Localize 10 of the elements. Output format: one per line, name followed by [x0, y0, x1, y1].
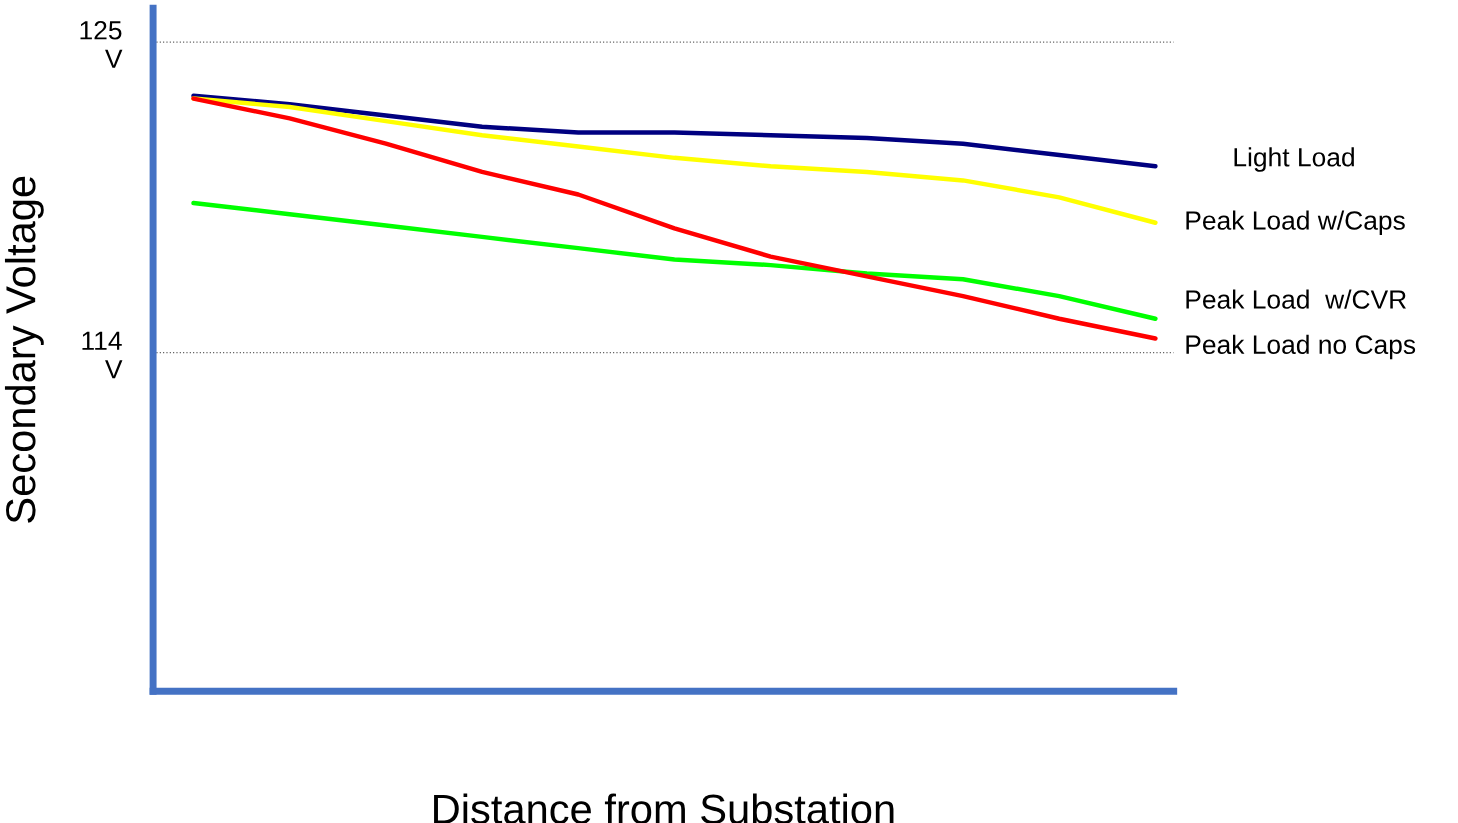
series-label: Peak Load w/Caps	[1186, 210, 1405, 236]
line-series	[191, 96, 1158, 341]
series-label: Peak Load w/CVR	[1186, 289, 1406, 309]
y-axis-title: Secondary Voltage	[4, 176, 44, 523]
line-series	[191, 200, 1158, 321]
y-tick-label: 125 V	[80, 20, 123, 68]
text: Light Load	[1234, 147, 1354, 172]
y-tick-label: 114 V	[82, 331, 123, 379]
series-label: Peak Load no Caps	[1186, 334, 1416, 360]
line-series	[191, 93, 1158, 169]
